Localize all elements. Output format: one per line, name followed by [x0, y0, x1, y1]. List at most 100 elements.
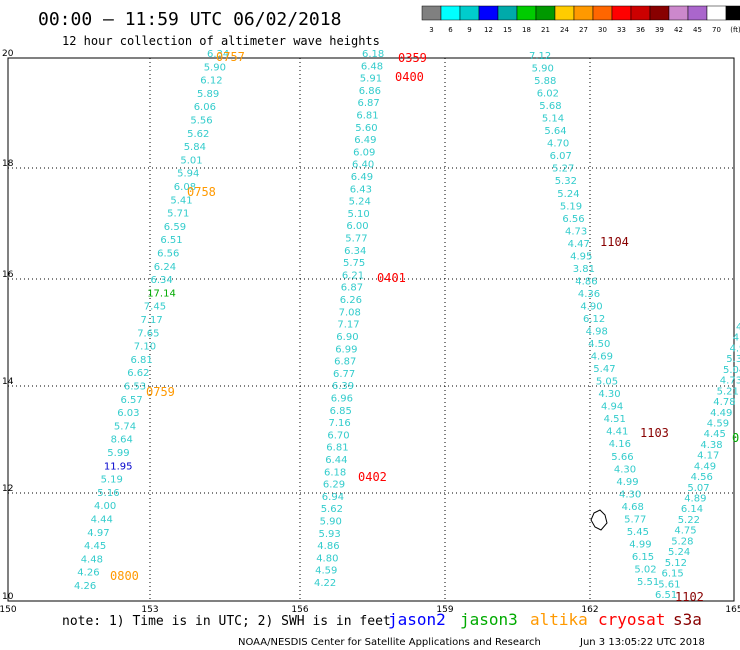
- swh-value: 4.56: [691, 472, 713, 483]
- swh-value: 5.90: [204, 62, 226, 73]
- satellite-name-jason3: jason3: [460, 610, 518, 629]
- swh-value: 5.02: [634, 565, 656, 576]
- colorbar-label: 42: [674, 26, 683, 34]
- swh-value: 5.05: [596, 377, 618, 388]
- pass-time-label: 1103: [640, 426, 669, 440]
- colorbar-label: 18: [522, 26, 531, 34]
- swh-value: 5.47: [593, 364, 615, 375]
- swh-value: 6.15: [632, 552, 654, 563]
- satellite-name-jason2: jason2: [388, 610, 446, 629]
- swh-value: 4.48: [81, 554, 103, 565]
- swh-value: 4.: [736, 322, 740, 333]
- swh-value: 4.30: [614, 464, 636, 475]
- swh-value: 4.59: [315, 566, 337, 577]
- swh-value: 6.51: [160, 235, 182, 246]
- swh-value: 6.40: [352, 160, 374, 171]
- swh-value: 4.44: [91, 515, 113, 526]
- swh-value: 5.90: [320, 517, 342, 528]
- swh-value: 4.49: [710, 408, 732, 419]
- swh-value: 6.06: [194, 102, 216, 113]
- swh-value: 4.45: [704, 429, 726, 440]
- swh-value: 5.56: [190, 116, 212, 127]
- swh-value: 5.68: [539, 101, 561, 112]
- lon-tick-label: 153: [141, 605, 158, 615]
- swh-value: 4.86: [317, 541, 339, 552]
- satellite-name-altika: altika: [530, 610, 588, 629]
- swh-value: 7.08: [339, 307, 361, 318]
- swh-value: 6.87: [341, 283, 363, 294]
- swh-value: 4.45: [84, 541, 106, 552]
- pass-time-label: 0757: [216, 50, 245, 64]
- swh-value: 6.77: [333, 369, 355, 380]
- swh-value: 7.17: [337, 320, 359, 331]
- altimeter-tracks: 6.34 5.90 6.12 5.89 6.06 5.56 5.62 5.84 5.01 5.94…: [74, 49, 740, 601]
- colorbar-label: (ft): [730, 26, 740, 34]
- lat-tick-label: 16: [2, 270, 14, 280]
- swh-value: 6.08: [174, 182, 196, 193]
- swh-value: 6.12: [583, 314, 605, 325]
- swh-value: 4.47: [568, 239, 590, 250]
- swh-value: 5.27: [552, 164, 574, 175]
- swh-value: 4.51: [604, 414, 626, 425]
- swh-value: 5.77: [624, 514, 646, 525]
- swh-value: 5.3: [726, 354, 740, 365]
- swh-value: 6.90: [336, 332, 358, 343]
- swh-value: 5.24: [349, 197, 371, 208]
- axis-ticks: 150 153 156 159 162 165 10 12 14 16 18 20: [0, 49, 740, 615]
- swh-value: 6.12: [200, 76, 222, 87]
- swh-value: 6.56: [157, 249, 179, 260]
- colorbar-swatch: [459, 5, 480, 21]
- swh-value: 6.51: [655, 590, 677, 601]
- swh-value: 4.69: [591, 352, 613, 363]
- swh-value: 5.66: [611, 452, 633, 463]
- map-title: 00:00 – 11:59 UTC 06/02/2018: [38, 9, 341, 30]
- swh-value: 4.73: [720, 376, 740, 387]
- swh-value: 6.18: [362, 49, 384, 60]
- swh-value: 6.26: [340, 295, 362, 306]
- swh-value: 5.75: [343, 258, 365, 269]
- swh-value: 4.86: [575, 276, 597, 287]
- map-subtitle: 12 hour collection of altimeter wave hei…: [62, 34, 380, 48]
- swh-value: 5.88: [534, 76, 556, 87]
- swh-value: 5.74: [114, 421, 136, 432]
- swh-value: 6.48: [361, 61, 383, 72]
- swh-value: 4.78: [713, 397, 735, 408]
- swh-value: 5.04: [723, 365, 740, 376]
- map-frame: [7, 57, 735, 602]
- swh-value: 4.73: [565, 226, 587, 237]
- swh-value: 5.60: [355, 123, 377, 134]
- island-outline: [590, 509, 608, 531]
- colorbar-swatch: [668, 5, 689, 21]
- swh-value: 5.14: [542, 114, 564, 125]
- colorbar-swatch: [554, 5, 575, 21]
- pass-time-labels: 0757 0758 0759 0800 0359 0400 0401 0402 1104 1103…: [110, 50, 739, 604]
- swh-value: 6.81: [356, 111, 378, 122]
- lon-tick-label: 156: [291, 605, 308, 615]
- lat-tick-label: 10: [2, 592, 14, 602]
- timestamp-text: Jun 3 13:05:22 UTC 2018: [579, 637, 705, 648]
- pass-time-label: 0759: [146, 385, 175, 399]
- swh-value: 4.97: [87, 528, 109, 539]
- swh-value: 6.29: [323, 480, 345, 491]
- swh-value: 5.19: [101, 475, 123, 486]
- swh-value: 4.68: [622, 502, 644, 513]
- swh-value: 6.18: [324, 467, 346, 478]
- swh-value: 6.85: [330, 406, 352, 417]
- swh-value: 5.32: [555, 176, 577, 187]
- colorbar-swatch: [440, 5, 461, 21]
- satellite-name-cryosat: cryosat: [598, 610, 665, 629]
- colorbar-label: 12: [484, 26, 493, 34]
- pass-time-label: 0800: [110, 569, 139, 583]
- swh-value: 5.61: [658, 579, 680, 590]
- swh-value: 4.26: [74, 581, 96, 592]
- lat-tick-label: 12: [2, 484, 13, 494]
- swh-value: 6.81: [131, 355, 153, 366]
- colorbar-swatch: [573, 5, 594, 21]
- colorbar-swatch: [687, 5, 708, 21]
- colorbar-label: 24: [560, 26, 569, 34]
- swh-value: 4.98: [586, 327, 608, 338]
- swh-value: 5.99: [107, 448, 129, 459]
- swh-value: 3.81: [573, 264, 595, 275]
- satellite-legend: jason2 jason3 altika cryosat s3a: [388, 610, 702, 629]
- swh-value: 6.14: [681, 504, 703, 515]
